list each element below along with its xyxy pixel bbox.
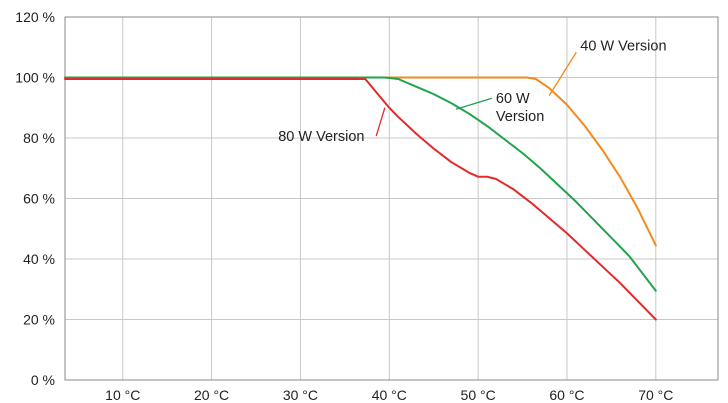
x-tick-label: 70 °C (638, 387, 673, 403)
annotation-line: 40 W Version (580, 38, 666, 54)
annotation-leader-line (455, 97, 493, 110)
annotation-40w: 40 W Version (548, 38, 667, 96)
y-tick-label: 120 % (15, 9, 55, 25)
x-tick-label: 50 °C (461, 387, 496, 403)
annotation-leader-line (548, 51, 577, 96)
series-line-40w (64, 76, 657, 247)
series-annotation-label: 40 W Version (580, 38, 666, 54)
tick-labels: 0 % 20 % 40 % 60 % 80 % 100 % 120 % 10 °C 20 °C 3… (15, 9, 673, 403)
y-tick-label: 80 % (23, 130, 55, 146)
annotation-line: 80 W Version (278, 129, 364, 145)
series-line-60w (64, 76, 657, 292)
annotation-line: Version (496, 109, 544, 125)
y-tick-label: 20 % (23, 312, 55, 328)
series-annotation-label: 80 W Version (278, 129, 364, 145)
x-tick-label: 40 °C (372, 387, 407, 403)
axes (64, 16, 719, 381)
x-tick-label: 30 °C (283, 387, 318, 403)
series-line-80w (64, 78, 657, 321)
annotation-line: 60 W (496, 91, 530, 107)
x-tick-label: 60 °C (549, 387, 584, 403)
series-annotations: 40 W Version 60 W Version 80 W Version (278, 38, 666, 145)
y-tick-label: 40 % (23, 251, 55, 267)
x-tick-label: 20 °C (194, 387, 229, 403)
plot-frame (64, 16, 719, 381)
annotation-leader-line (375, 107, 386, 137)
y-tick-label: 60 % (23, 191, 55, 207)
grid-lines (65, 16, 718, 380)
y-tick-label: 0 % (31, 372, 55, 388)
annotation-80w: 80 W Version (278, 107, 386, 145)
annotation-60w: 60 W Version (455, 91, 544, 125)
y-tick-label: 100 % (15, 70, 55, 86)
series-lines (64, 76, 657, 321)
x-tick-label: 10 °C (105, 387, 140, 403)
series-annotation-label: 60 W Version (496, 91, 544, 125)
